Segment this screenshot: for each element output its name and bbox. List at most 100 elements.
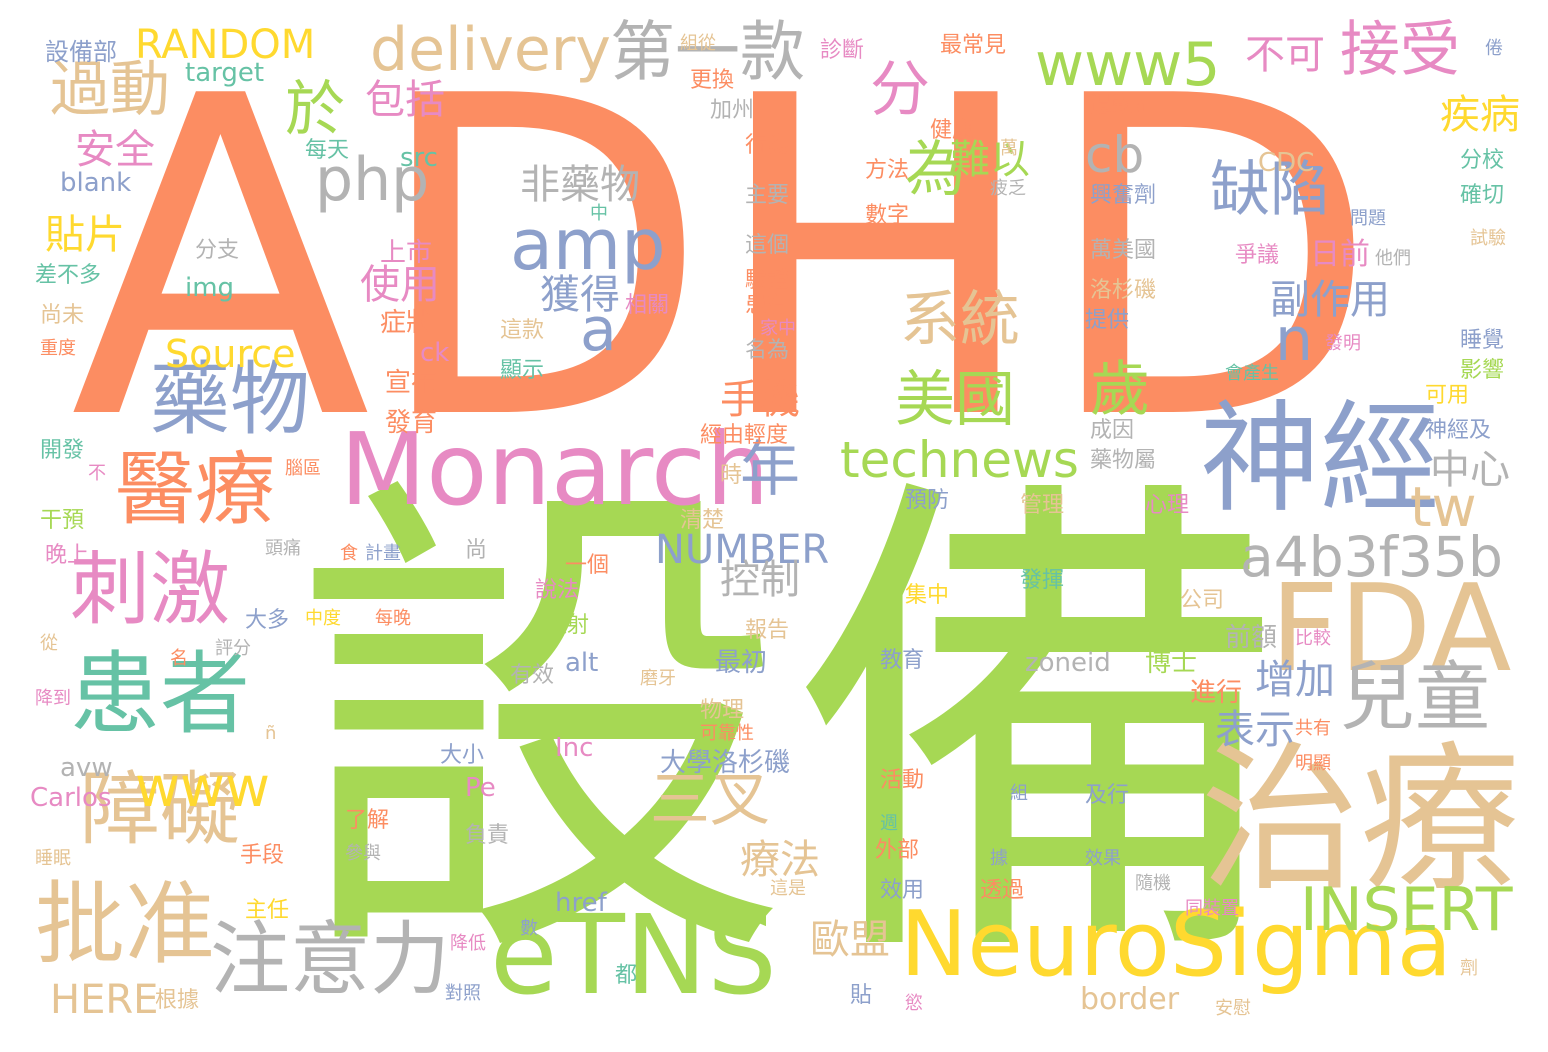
word: 同裝置: [1185, 898, 1239, 919]
word: amp: [510, 204, 666, 286]
word: 每晚: [375, 608, 411, 629]
word: 分校: [1460, 148, 1505, 173]
word: 方法: [865, 158, 910, 183]
word: 疾病: [1440, 92, 1520, 138]
word: 中度: [305, 608, 341, 629]
word: 疲乏: [990, 178, 1026, 199]
word: 重度: [40, 338, 76, 359]
word: 主要: [745, 183, 790, 208]
word: target: [185, 58, 265, 88]
word: 分支: [195, 238, 240, 263]
word: 不可: [1245, 32, 1325, 78]
word: 物理: [700, 698, 745, 723]
word: eTNS: [490, 891, 777, 1019]
word: a: [580, 295, 617, 365]
word: CDC: [1258, 148, 1315, 178]
word: 管理: [1020, 493, 1065, 518]
word: 磨牙: [640, 668, 676, 689]
word: 三叉: [650, 765, 770, 835]
word: Carlos: [30, 783, 112, 813]
word: 根據: [155, 988, 200, 1013]
word: 活動: [880, 768, 925, 793]
word: 週: [880, 813, 898, 834]
word: 主任: [245, 898, 290, 923]
word: 治療: [1200, 726, 1521, 913]
word: 最常見: [940, 33, 1007, 58]
word: 手機: [720, 377, 800, 423]
word: 名: [170, 648, 188, 669]
word: NeuroSigma: [900, 892, 1452, 997]
word: 藥物屬: [1090, 448, 1157, 473]
word: 診斷: [820, 38, 865, 63]
word: 行為: [745, 133, 790, 158]
word: 健康: [930, 118, 975, 143]
word: 組: [1010, 783, 1028, 804]
word: 症狀: [380, 308, 433, 338]
word: 腦區: [285, 458, 321, 479]
word: NUMBER: [655, 527, 830, 573]
word: 報告: [745, 618, 790, 643]
word: 注意力: [210, 913, 450, 1006]
word: www5: [1035, 30, 1221, 100]
word: 效果: [1085, 848, 1121, 869]
word: 接受: [1340, 15, 1460, 85]
word: 有效: [510, 663, 555, 688]
word: 尚未: [40, 303, 85, 328]
word: HERE: [50, 977, 159, 1023]
word: 影響: [1460, 358, 1505, 383]
word: 確切: [1460, 183, 1505, 208]
word: 患者: [70, 642, 250, 747]
word: 發育: [385, 408, 438, 438]
word: 晚上: [45, 543, 90, 568]
word: 萬美國: [1090, 238, 1157, 263]
word: 患有: [745, 293, 790, 318]
word: 增加: [1255, 657, 1335, 703]
word: 進行: [1190, 678, 1243, 708]
word: 共有: [1295, 718, 1331, 739]
word: 中: [590, 203, 608, 224]
word: 宣布: [385, 368, 438, 398]
word: alt: [565, 648, 599, 678]
word: 比較: [1295, 628, 1331, 649]
word: 發揮: [1020, 568, 1065, 593]
word: 最初: [715, 648, 768, 678]
word: 難以: [950, 137, 1030, 183]
word: 年: [740, 435, 800, 505]
word: 時: [720, 463, 743, 488]
word: 副作用: [1270, 277, 1390, 323]
word: RANDOM: [135, 22, 316, 68]
word: 試驗: [1470, 228, 1506, 249]
word: delivery: [370, 15, 611, 85]
word: 頭痛: [265, 538, 301, 559]
word: Monarch: [340, 411, 770, 528]
word: 都: [615, 963, 638, 988]
word: src: [400, 143, 438, 173]
word: 會產生: [1225, 363, 1279, 384]
word: 數: [520, 918, 538, 939]
word: 手段: [240, 843, 285, 868]
word: 為: [905, 135, 965, 205]
word: 分: [870, 55, 930, 125]
word: 評分: [215, 638, 251, 659]
word: 透過: [980, 878, 1025, 903]
word: 這是: [770, 878, 806, 899]
word: 藥物: [150, 353, 310, 446]
word: 倦: [1485, 38, 1503, 59]
word: 降低: [450, 933, 486, 954]
word: 組從: [680, 33, 716, 54]
word: 可靠性: [700, 723, 754, 744]
word: 名為: [745, 338, 790, 363]
word: 可用: [1425, 383, 1470, 408]
word: 及行: [1085, 783, 1130, 808]
word: 大多: [245, 608, 290, 633]
word: 兒童: [1340, 653, 1491, 741]
word: 歲: [1090, 355, 1150, 425]
word: Source: [165, 332, 296, 376]
word: 獲得: [540, 272, 620, 318]
word: 中心: [1430, 447, 1510, 493]
word: 驗證: [745, 268, 790, 293]
word: 大小: [440, 743, 485, 768]
word: 從: [40, 633, 58, 654]
word: 對照: [445, 983, 481, 1004]
